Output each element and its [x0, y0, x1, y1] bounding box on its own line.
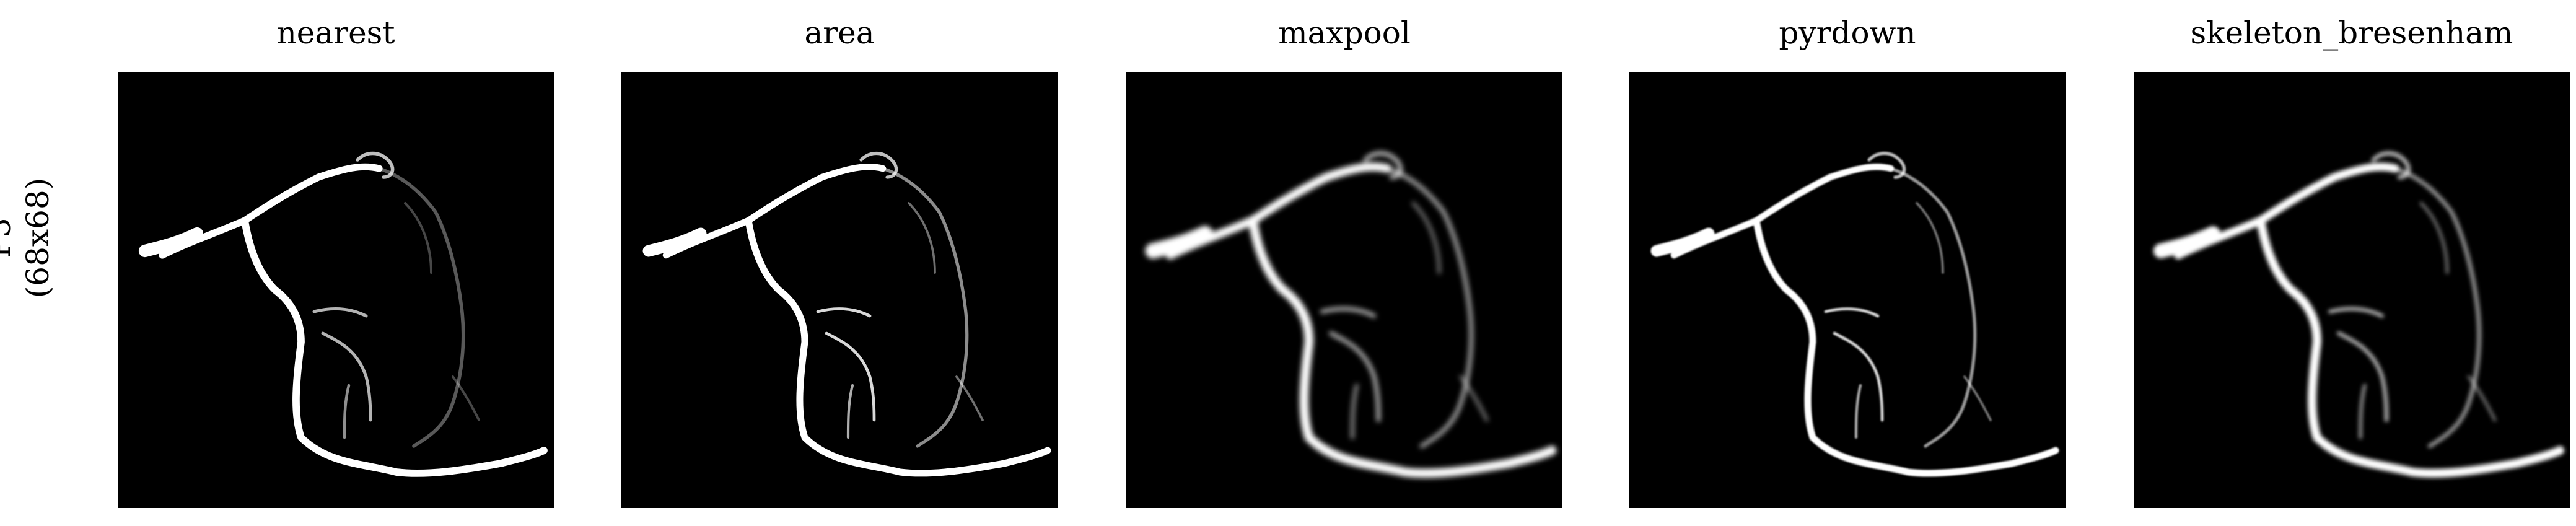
- vessel-faint-2: [1963, 375, 1992, 421]
- panel-title-pyrdown: pyrdown: [1779, 15, 1916, 51]
- mask-background: [623, 73, 1056, 507]
- vessel-left-tip: [2153, 226, 2220, 258]
- row-label-size: (68x68): [20, 177, 56, 299]
- vessel-inner-branch-3: [1351, 384, 1359, 439]
- mask-background: [1127, 73, 1561, 507]
- vessel-faint-1: [404, 202, 432, 274]
- vessel-mask: [2135, 73, 2569, 507]
- vessel-trunk: [241, 217, 548, 477]
- vessel-right-branch: [1385, 166, 1474, 449]
- panel-title-skeleton-bresenham: skeleton_bresenham: [2190, 15, 2513, 51]
- vessel-trunk: [1248, 216, 1557, 478]
- panel-title-maxpool: maxpool: [1278, 15, 1411, 51]
- vessel-inner-branch-2: [2337, 331, 2388, 422]
- mask-background: [119, 73, 553, 507]
- vessel-mask: [623, 73, 1056, 507]
- vessel-left-tip: [642, 227, 707, 257]
- vessel-mask: [1127, 73, 1561, 507]
- panel-title-area: area: [804, 15, 875, 51]
- mask-background: [2135, 73, 2569, 507]
- vessel-inner-branch-1: [1824, 307, 1880, 318]
- vessel-faint-2: [955, 375, 984, 421]
- vessel-inner-branch-2: [321, 331, 372, 422]
- vessel-top-curl: [1363, 151, 1403, 180]
- vessel-top-curl: [2371, 151, 2411, 180]
- vessel-right-branch: [1889, 167, 1977, 448]
- vessel-left-tip: [1145, 226, 1213, 259]
- vessel-inner-branch-3: [1854, 384, 1862, 439]
- vessel-right-branch: [2393, 166, 2482, 449]
- vessel-left-tip: [1650, 227, 1715, 257]
- vessel-faint-1: [2419, 201, 2449, 274]
- vessel-inner-branch-2: [825, 331, 876, 422]
- image-panel-skeleton-bresenham: [2134, 72, 2570, 508]
- vessel-trunk: [1753, 217, 2059, 477]
- vessel-faint-1: [908, 202, 936, 274]
- vessel-faint-2: [2467, 375, 2497, 422]
- vessel-left-tip: [138, 227, 204, 258]
- vessel-right-branch: [377, 167, 465, 448]
- vessel-faint-2: [1459, 375, 1489, 422]
- vessel-faint-2: [452, 375, 480, 421]
- vessel-mask: [119, 73, 553, 507]
- vessel-top-curl: [356, 151, 395, 179]
- vessel-top-curl: [859, 151, 898, 179]
- mask-background: [1631, 73, 2064, 507]
- vessel-inner-branch-1: [2328, 307, 2384, 318]
- vessel-trunk: [2256, 216, 2564, 478]
- vessel-faint-1: [1411, 201, 1441, 274]
- image-panel-maxpool: [1126, 72, 1562, 508]
- vessel-right-branch: [881, 167, 969, 448]
- row-label-name: P3: [0, 217, 17, 258]
- vessel-inner-branch-2: [1833, 331, 1884, 422]
- vessel-trunk: [745, 217, 1051, 477]
- image-panel-nearest: [118, 72, 554, 508]
- image-panel-area: [621, 72, 1058, 508]
- vessel-inner-branch-1: [312, 307, 368, 318]
- vessel-inner-branch-3: [846, 384, 854, 439]
- vessel-inner-branch-2: [1328, 331, 1381, 423]
- vessel-inner-branch-1: [1320, 307, 1377, 318]
- vessel-mask: [1631, 73, 2064, 507]
- row-label: P3 (68x68): [0, 126, 67, 349]
- vessel-top-curl: [1867, 151, 1906, 179]
- vessel-faint-1: [1916, 202, 1944, 274]
- vessel-inner-branch-3: [343, 384, 351, 439]
- panel-title-nearest: nearest: [276, 15, 395, 51]
- vessel-inner-branch-1: [816, 307, 872, 318]
- vessel-inner-branch-3: [2359, 384, 2367, 439]
- image-panel-pyrdown: [1629, 72, 2066, 508]
